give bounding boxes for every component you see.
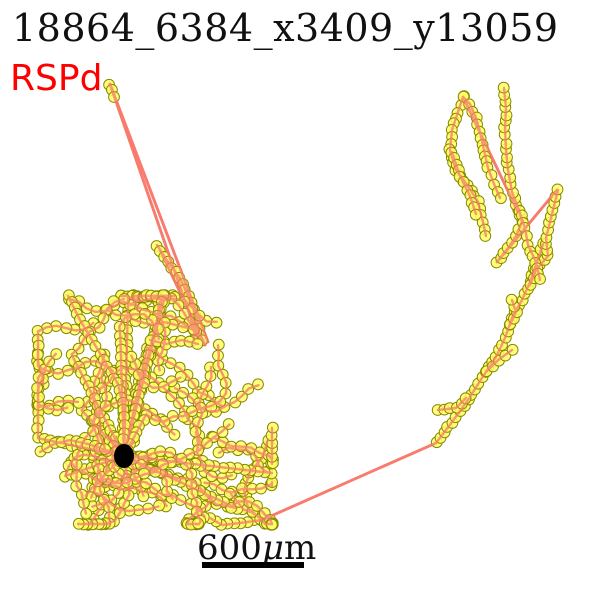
- dendrite-branch: [106, 308, 195, 331]
- traced-branch: [450, 150, 478, 216]
- dendrite-branch: [97, 423, 231, 485]
- traced-branch: [508, 298, 518, 327]
- region-label: RSPd: [10, 58, 103, 99]
- figure-title: 18864_6384_x3409_y13059: [12, 6, 559, 50]
- dendrite-branch: [118, 312, 160, 458]
- scale-unit-prefix: μ: [261, 528, 285, 568]
- traced-branch: [461, 95, 502, 200]
- dendrite-branch: [122, 446, 274, 475]
- dendrite-branch: [132, 450, 202, 526]
- traced-branch: [155, 243, 202, 338]
- traced-branch: [528, 188, 560, 287]
- traced-branch: [108, 82, 116, 98]
- dendrite-branch: [103, 484, 168, 508]
- dendrite-branch: [76, 468, 112, 526]
- dendrite-branch: [122, 294, 164, 458]
- dendrite-branch: [122, 346, 226, 458]
- soma: [114, 444, 134, 468]
- dendrite-branch: [93, 491, 160, 513]
- dendrite-branch: [66, 294, 126, 442]
- dendrite-branch: [70, 297, 126, 458]
- projection-line: [461, 95, 520, 214]
- scale-bar-label: 600μm: [197, 528, 316, 568]
- dendrite-branch: [111, 435, 206, 519]
- dendrite-branch: [211, 426, 274, 466]
- traced-branch: [434, 242, 545, 445]
- traced-branch: [502, 86, 521, 212]
- dendrite-branch: [38, 438, 108, 454]
- traced-branch: [208, 516, 264, 527]
- dendrite-branch: [173, 384, 260, 413]
- scale-value: 600: [197, 528, 262, 568]
- scale-unit: m: [284, 528, 317, 568]
- traced-branch: [436, 396, 468, 412]
- dendrite-branch: [36, 321, 95, 386]
- dendrite-branch: [75, 403, 108, 515]
- dendrite-branch: [130, 354, 182, 390]
- dendrite-branch: [203, 480, 274, 494]
- projection-line: [108, 82, 210, 344]
- overlay-layer: [114, 444, 134, 468]
- dendrite-branch: [148, 338, 200, 346]
- dendrite-branch: [68, 297, 204, 342]
- scale-bar: [202, 562, 304, 568]
- dendrite-branch: [229, 500, 274, 526]
- dendrite-branch: [95, 449, 174, 500]
- dendrite-branch: [122, 344, 228, 458]
- edge-layer: [36, 82, 560, 527]
- dendrite-branch: [194, 365, 234, 480]
- dendrite-branch: [97, 398, 176, 436]
- traced-branch: [517, 208, 542, 282]
- dendrite-branch: [119, 294, 218, 458]
- traced-branch: [484, 348, 514, 374]
- dendrite-branch: [36, 352, 69, 412]
- projection-line: [260, 441, 438, 522]
- traced-branch: [448, 95, 488, 238]
